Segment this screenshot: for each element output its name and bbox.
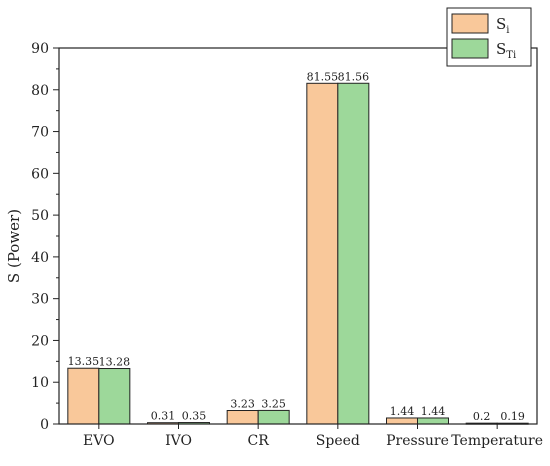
y-tick-label: 30 [31, 292, 49, 308]
plot-frame [58, 47, 538, 425]
data-label: 81.56 [338, 70, 370, 83]
y-tick-label: 90 [31, 41, 49, 57]
bar-s-ti-evo [98, 368, 131, 425]
data-label: 1.44 [421, 405, 446, 418]
y-axis-title: S (Power) [5, 209, 23, 283]
bar-s-i-speed [306, 82, 339, 425]
x-tick-label: IVO [165, 433, 192, 449]
data-label: 0.35 [182, 410, 207, 423]
y-tick-label: 0 [40, 417, 49, 433]
y-tick-label: 20 [31, 333, 49, 349]
bar-s-i-pressure [386, 417, 418, 425]
y-tick-label: 60 [31, 166, 49, 182]
bar-s-i-cr [226, 410, 259, 425]
data-label: 1.44 [390, 405, 415, 418]
y-tick-label: 10 [31, 375, 49, 391]
x-tick-label: CR [248, 433, 270, 449]
legend-swatch [451, 13, 489, 34]
bar-s-ti-cr [257, 409, 290, 425]
x-tick-label: Temperature [451, 433, 543, 449]
y-tick-label: 50 [31, 208, 49, 224]
x-tick-label: Speed [316, 433, 360, 449]
x-tick-label: Pressure [386, 433, 449, 449]
y-tick-label: 80 [31, 83, 49, 99]
y-tick-label: 40 [31, 250, 49, 266]
data-label: 13.35 [68, 355, 100, 368]
x-tick-label: EVO [83, 433, 115, 449]
y-tick-label: 70 [31, 125, 49, 141]
legend-swatch [451, 38, 489, 59]
bar-s-ti-pressure [417, 417, 449, 425]
bar-s-ti-speed [337, 82, 370, 425]
data-label: 0.31 [151, 410, 176, 423]
legend-label: Si [496, 15, 509, 36]
data-label: 3.23 [230, 398, 255, 411]
bar-s-i-evo [67, 367, 100, 425]
data-label: 3.25 [261, 397, 286, 410]
data-label: 0.19 [500, 410, 525, 423]
data-label: 81.55 [307, 70, 339, 83]
data-label: 0.2 [473, 410, 491, 423]
data-label: 13.28 [99, 356, 131, 369]
